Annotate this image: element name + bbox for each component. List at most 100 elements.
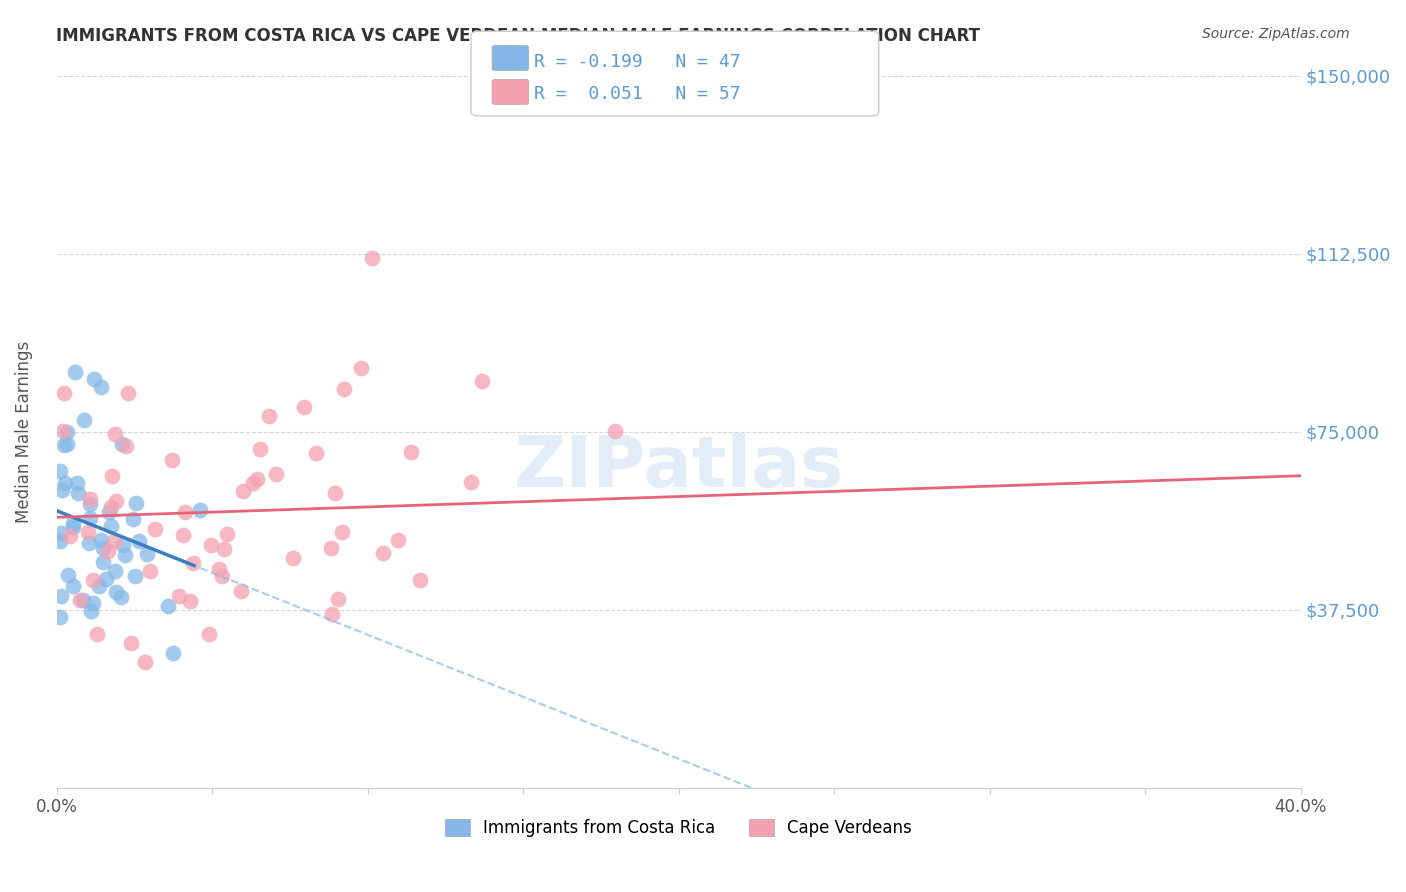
Point xyxy=(82,573,104,587)
Point xyxy=(125,496,148,510)
Text: R = -0.199   N = 47: R = -0.199 N = 47 xyxy=(534,53,741,70)
Point xyxy=(48,533,70,548)
Point xyxy=(249,442,271,457)
Point xyxy=(104,564,127,578)
Point xyxy=(603,424,626,438)
Point xyxy=(117,386,139,401)
Point xyxy=(77,535,100,549)
Point xyxy=(90,379,112,393)
Point xyxy=(319,541,342,556)
Point xyxy=(58,568,80,582)
Point xyxy=(49,589,72,603)
Point xyxy=(471,374,494,388)
Point xyxy=(77,524,100,539)
Point xyxy=(409,573,432,587)
Point xyxy=(232,483,254,498)
Point xyxy=(104,426,127,441)
Point xyxy=(162,646,184,660)
Point xyxy=(83,371,105,385)
Point xyxy=(80,604,103,618)
Legend: Immigrants from Costa Rica, Cape Verdeans: Immigrants from Costa Rica, Cape Verdean… xyxy=(439,812,918,844)
Text: Source: ZipAtlas.com: Source: ZipAtlas.com xyxy=(1202,27,1350,41)
Point xyxy=(62,579,84,593)
Point xyxy=(136,547,159,561)
Point xyxy=(66,476,89,491)
Point xyxy=(120,636,142,650)
Point xyxy=(53,475,76,490)
Point xyxy=(93,541,115,556)
Point xyxy=(326,591,349,606)
Point xyxy=(181,556,204,570)
Point xyxy=(51,483,73,497)
Point xyxy=(139,564,162,578)
Point xyxy=(48,464,70,478)
Point xyxy=(56,437,79,451)
Point xyxy=(124,568,146,582)
Text: IMMIGRANTS FROM COSTA RICA VS CAPE VERDEAN MEDIAN MALE EARNINGS CORRELATION CHAR: IMMIGRANTS FROM COSTA RICA VS CAPE VERDE… xyxy=(56,27,980,45)
Point xyxy=(112,538,135,552)
Point xyxy=(128,533,150,548)
Point xyxy=(52,437,75,451)
Point xyxy=(257,409,280,423)
Point xyxy=(172,528,194,542)
Point xyxy=(73,413,96,427)
Point xyxy=(97,544,120,558)
Point xyxy=(460,475,482,490)
Point xyxy=(399,445,422,459)
Point xyxy=(122,512,145,526)
Text: ZIPatlas: ZIPatlas xyxy=(513,433,844,502)
Point xyxy=(115,439,138,453)
Point xyxy=(59,529,82,543)
Point xyxy=(188,503,211,517)
Point xyxy=(82,596,104,610)
Point xyxy=(200,538,222,552)
Point xyxy=(79,491,101,506)
Point xyxy=(229,584,252,599)
Point xyxy=(79,497,101,511)
Point xyxy=(114,548,136,562)
Point xyxy=(105,585,128,599)
Point xyxy=(48,610,70,624)
Point xyxy=(79,511,101,525)
Point xyxy=(350,361,373,376)
Point xyxy=(305,446,328,460)
Point xyxy=(72,593,94,607)
Point xyxy=(101,468,124,483)
Point xyxy=(110,591,132,605)
Point xyxy=(292,400,315,414)
Point xyxy=(52,385,75,400)
Y-axis label: Median Male Earnings: Median Male Earnings xyxy=(15,341,32,523)
Text: R =  0.051   N = 57: R = 0.051 N = 57 xyxy=(534,85,741,103)
Point xyxy=(104,493,127,508)
Point xyxy=(134,655,156,669)
Point xyxy=(212,542,235,557)
Point xyxy=(86,626,108,640)
Point xyxy=(67,486,90,500)
Point xyxy=(69,592,91,607)
Point xyxy=(215,527,238,541)
Point xyxy=(283,550,305,565)
Point xyxy=(160,453,183,467)
Point xyxy=(91,555,114,569)
Point xyxy=(97,505,120,519)
Point xyxy=(100,500,122,515)
Point xyxy=(330,524,353,539)
Point xyxy=(208,562,231,576)
Point xyxy=(197,627,219,641)
Point xyxy=(62,520,84,534)
Point xyxy=(49,525,72,540)
Point xyxy=(89,579,111,593)
Point xyxy=(371,546,394,560)
Point xyxy=(100,519,122,533)
Point xyxy=(211,569,233,583)
Point xyxy=(52,424,75,438)
Point xyxy=(90,533,112,547)
Point xyxy=(62,516,84,531)
Point xyxy=(63,365,86,379)
Point xyxy=(361,251,384,265)
Point xyxy=(179,594,201,608)
Point xyxy=(242,476,264,491)
Point xyxy=(103,534,125,549)
Point xyxy=(143,523,166,537)
Point xyxy=(387,533,409,547)
